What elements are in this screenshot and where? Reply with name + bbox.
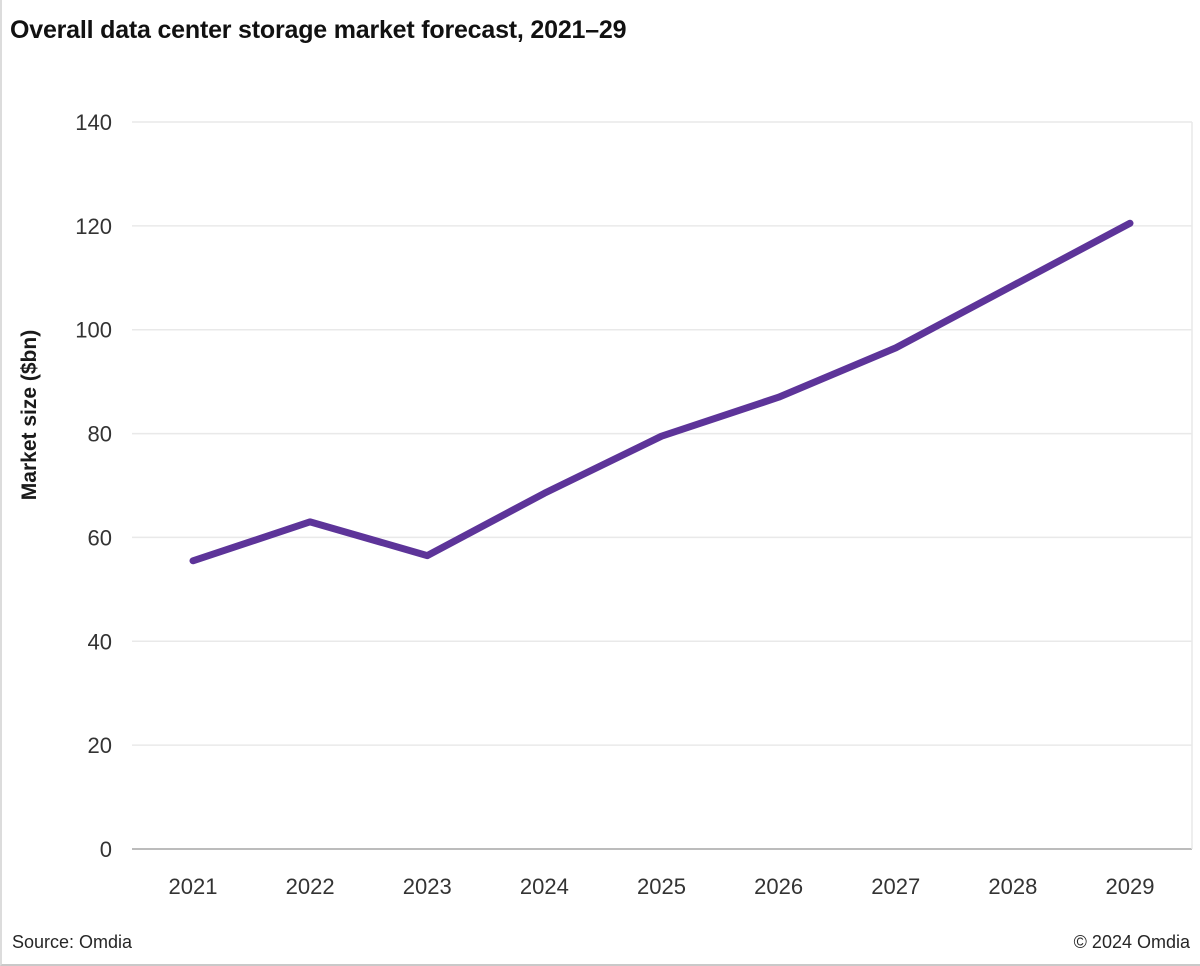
x-tick-label: 2021 — [169, 874, 218, 899]
y-tick-label: 120 — [75, 214, 112, 239]
x-tick-label: 2028 — [988, 874, 1037, 899]
y-tick-label: 80 — [88, 422, 112, 447]
y-tick-label: 40 — [88, 629, 112, 654]
x-tick-label: 2027 — [871, 874, 920, 899]
x-tick-label: 2029 — [1106, 874, 1155, 899]
line-chart: 0 20 40 60 80 100 120 140 2021 2022 2023 2024 2025 20… — [18, 110, 1193, 899]
y-tick-label: 100 — [75, 318, 112, 343]
copyright-note: © 2024 Omdia — [1073, 931, 1190, 952]
series-line — [189, 219, 1134, 565]
y-tick-label: 20 — [88, 733, 112, 758]
x-tick-label: 2026 — [754, 874, 803, 899]
x-tick-label: 2024 — [520, 874, 569, 899]
source-note: Source: Omdia — [12, 931, 133, 952]
x-tick-label: 2022 — [286, 874, 335, 899]
y-tick-label: 140 — [75, 110, 112, 135]
y-tick-label: 60 — [88, 525, 112, 550]
chart-footer: Source: Omdia © 2024 Omdia — [2, 922, 1200, 962]
chart-title: Overall data center storage market forec… — [10, 16, 627, 44]
x-tick-label: 2025 — [637, 874, 686, 899]
y-tick-label: 0 — [100, 837, 112, 862]
y-axis-title: Market size ($bn) — [18, 330, 41, 500]
x-tick-label: 2023 — [403, 874, 452, 899]
